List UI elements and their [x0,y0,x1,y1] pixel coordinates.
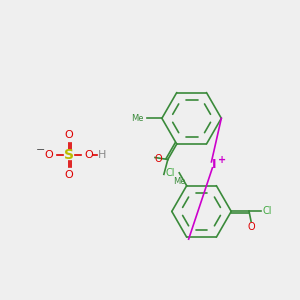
Text: +: + [218,155,226,165]
Text: O: O [154,154,162,164]
Text: O: O [64,170,73,180]
Text: Cl: Cl [165,168,175,178]
Text: H: H [98,150,106,160]
Text: −: − [36,145,46,155]
Text: O: O [84,150,93,160]
Text: Me: Me [132,114,144,123]
Text: O: O [64,130,73,140]
Text: Me: Me [173,177,185,186]
Text: I: I [212,158,217,171]
Text: S: S [64,148,74,162]
Text: Cl: Cl [262,206,272,216]
Text: O: O [45,150,53,160]
Text: O: O [247,222,255,232]
